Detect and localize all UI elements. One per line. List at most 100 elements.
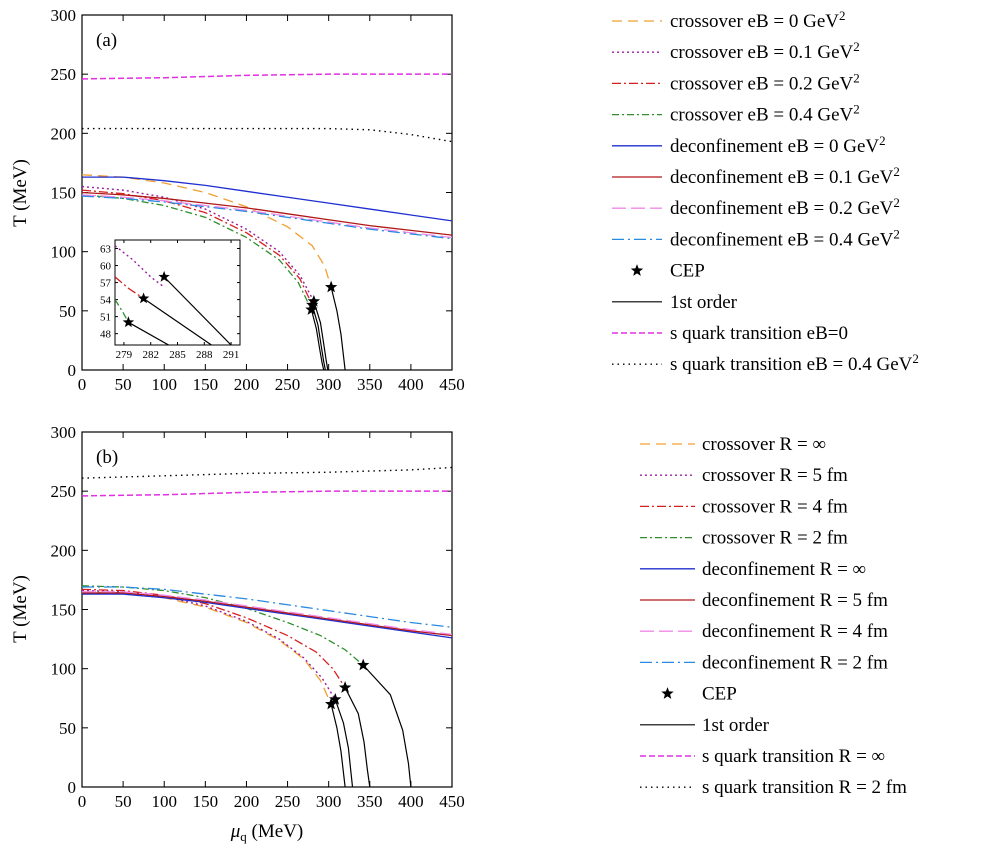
legend-item: CEP: [630, 261, 705, 282]
legend-label: deconfinement eB = 0.2 GeV2: [670, 195, 900, 220]
series-line-first: [128, 321, 169, 345]
panel-a-label: (a): [96, 30, 117, 51]
legend-item: CEP: [661, 684, 737, 705]
series-line-first: [330, 287, 346, 370]
series-line-squark1: [82, 466, 452, 479]
series-line-squark0: [82, 490, 452, 497]
legend-item: crossover R = 5 fm: [640, 465, 848, 486]
series-line-squark0: [82, 73, 452, 80]
x-tick-label: 288: [196, 349, 213, 361]
series-line-first: [313, 301, 329, 370]
legend-label: deconfinement R = 4 fm: [702, 621, 888, 642]
legend-item: s quark transition R = 2 fm: [640, 777, 907, 798]
x-tick-label: 0: [78, 375, 87, 394]
legend-item: deconfinement R = 4 fm: [640, 621, 888, 642]
panel-b-ticks: 0 50 100 150 200 250 300 350 400 450 0 50 100 150 200 2…: [51, 423, 465, 811]
legend-cep-marker: [630, 264, 644, 276]
legend-label: crossover R = 5 fm: [702, 465, 848, 486]
legend-item: deconfinement eB = 0.2 GeV2: [612, 195, 900, 220]
legend-item: crossover eB = 0 GeV2: [612, 8, 846, 33]
legend-label: deconfinement eB = 0.4 GeV2: [670, 226, 900, 251]
x-tick-label: 250: [275, 792, 301, 811]
legend-label: crossover eB = 0.4 GeV2: [670, 101, 860, 126]
y-tick-label: 63: [100, 244, 112, 256]
legend-label: crossover R = 4 fm: [702, 496, 848, 517]
cep-marker: [324, 697, 338, 710]
inset: 279 282 285 288 291 48 51 54 57 60 63: [100, 239, 241, 361]
inset-frame: [114, 239, 241, 346]
legend-label: deconfinement R = ∞: [702, 559, 866, 580]
legend-item: crossover eB = 0.1 GeV2: [612, 39, 860, 64]
series-line-crossover1: [82, 589, 336, 700]
cep-marker: [305, 303, 318, 315]
series-line-deconf0: [82, 176, 452, 222]
x-tick-label: 291: [223, 349, 240, 361]
panel-a: (a) T (MeV) 0 50 100 150 200 250 300 350 400 4500…: [10, 6, 465, 394]
x-tick-label: 285: [169, 349, 186, 361]
series-line-crossover2: [115, 276, 144, 299]
series-line-deconf2: [82, 194, 452, 239]
panel-a-legend: crossover eB = 0 GeV2 crossover eB = 0.1 …: [612, 8, 919, 376]
series-line-squark1: [82, 127, 452, 143]
y-tick-label: 300: [51, 423, 77, 442]
x-tick-label: 150: [193, 375, 219, 394]
series-line-first: [310, 309, 325, 370]
legend-label: s quark transition eB=0: [670, 323, 848, 344]
legend-item: deconfinement R = 2 fm: [640, 652, 888, 673]
y-tick-label: 0: [68, 778, 77, 797]
panel-b-x-axis-label: μq (MeV): [230, 821, 304, 844]
legend-label: crossover R = 2 fm: [702, 528, 848, 549]
legend-label: CEP: [670, 261, 705, 282]
x-tick-label: 200: [234, 375, 260, 394]
legend-item: crossover eB = 0.4 GeV2: [612, 101, 860, 126]
legend-item: deconfinement eB = 0.1 GeV2: [612, 164, 900, 188]
x-tick-label: 50: [115, 375, 132, 394]
legend-item: deconfinement eB = 0.4 GeV2: [612, 226, 900, 251]
legend-label: crossover eB = 0.2 GeV2: [670, 70, 860, 95]
legend-label: CEP: [702, 684, 737, 705]
x-tick-label: 200: [234, 792, 260, 811]
panel-a-series: [82, 73, 452, 370]
panel-b-legend: crossover R = ∞ crossover R = 5 fm crossov…: [640, 434, 907, 798]
x-tick-label: 279: [116, 349, 133, 361]
y-tick-label: 150: [51, 601, 77, 620]
y-tick-label: 100: [51, 243, 77, 262]
y-tick-label: 250: [51, 482, 77, 501]
y-tick-label: 50: [59, 302, 76, 321]
series-line-deconf0: [82, 593, 452, 639]
legend-label: s quark transition eB = 0.4 GeV2: [670, 351, 919, 376]
legend-label: crossover eB = 0.1 GeV2: [670, 39, 860, 64]
legend-label: crossover eB = 0 GeV2: [670, 8, 846, 33]
x-tick-label: 282: [142, 349, 159, 361]
y-tick-label: 54: [100, 295, 112, 307]
series-line-deconf3: [82, 586, 452, 628]
series-line-crossover0: [82, 174, 332, 288]
x-tick-label: 400: [398, 375, 424, 394]
panel-b-label: (b): [96, 447, 118, 468]
y-tick-label: 300: [51, 6, 77, 25]
legend-item: crossover eB = 0.2 GeV2: [612, 70, 860, 95]
cep-marker: [306, 298, 319, 311]
y-tick-label: 250: [51, 65, 77, 84]
y-tick-label: 200: [51, 124, 77, 143]
legend-label: 1st order: [702, 715, 770, 736]
x-tick-label: 450: [439, 792, 465, 811]
series-line-deconf2: [82, 591, 452, 635]
inset-series: [115, 245, 232, 345]
series-line-crossover2: [82, 189, 313, 306]
legend-item: crossover R = ∞: [640, 434, 826, 455]
series-line-first: [311, 304, 326, 370]
y-tick-label: 48: [100, 329, 112, 341]
y-tick-label: 100: [51, 660, 77, 679]
series-line-first: [344, 687, 371, 787]
cep-marker: [158, 270, 170, 282]
legend-label: s quark transition R = ∞: [702, 746, 885, 767]
x-tick-label: 50: [115, 792, 132, 811]
legend-item: crossover R = 4 fm: [640, 496, 848, 517]
legend-label: crossover R = ∞: [702, 434, 826, 455]
cep-marker: [122, 316, 135, 328]
x-tick-label: 250: [275, 375, 301, 394]
cep-marker: [329, 692, 342, 705]
legend-label: 1st order: [670, 292, 738, 313]
